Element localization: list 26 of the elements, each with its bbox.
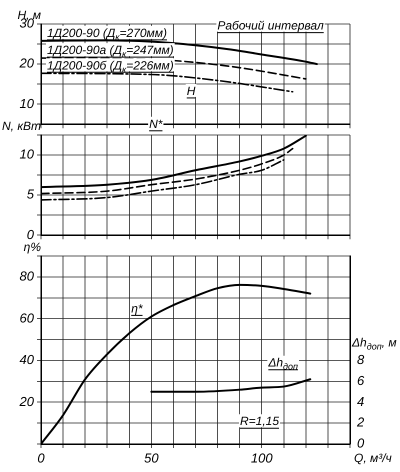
y-tick-label: 5 [26,186,35,202]
y-axis-title: η% [24,240,42,254]
x-tick-label: 0 [37,450,46,466]
line-series [150,378,312,393]
y-tick-label: 20 [18,394,35,409]
x-axis-title: Q, м³/ч [354,451,392,465]
y2-tick-label: 0 [357,436,365,451]
x-tick-label: 100 [250,450,274,466]
y-tick-label: 40 [20,352,35,368]
annotation: Рабочий интервал [217,18,324,33]
y2-tick-label: 8 [357,352,365,368]
y-tick-label: 80 [20,268,35,284]
y2-tick-label: 6 [357,372,365,388]
annotation: H [186,84,196,98]
y-tick-label: 20 [18,56,35,71]
series-label: η* [131,301,143,316]
y-tick-label: 60 [20,310,35,326]
y2-tick-label: 2 [356,414,365,430]
y2-tick-label: 4 [357,394,364,409]
y-tick-label: 0 [26,226,35,242]
y-tick-label: 10 [20,96,35,111]
y-tick-label: 10 [20,146,35,162]
x-tick-label: 50 [144,450,160,466]
y-axis-title: N, кВт [2,119,42,133]
annotation: R=1,15 [240,414,280,428]
annotation: N* [149,116,163,131]
